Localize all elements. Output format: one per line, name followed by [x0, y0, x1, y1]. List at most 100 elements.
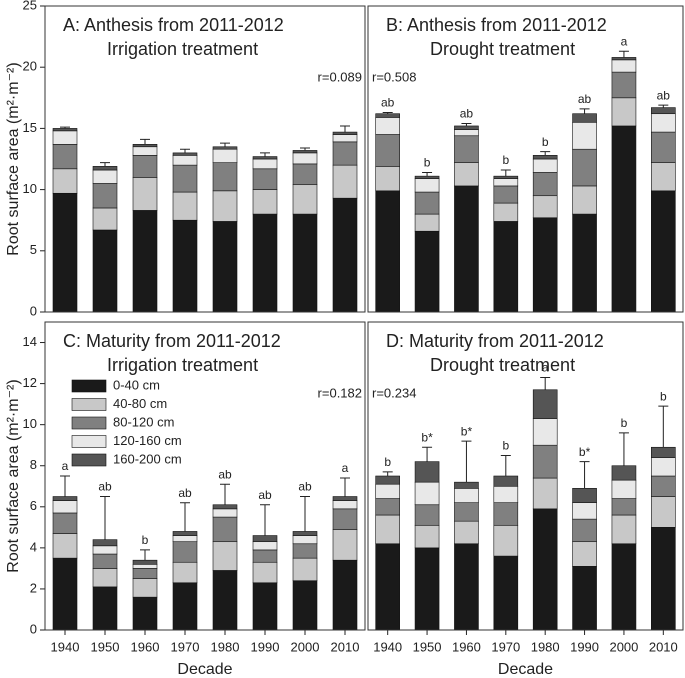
bar-segment	[292, 535, 318, 545]
bar-segment	[454, 502, 479, 522]
bar-segment	[252, 213, 278, 313]
bar-segment	[454, 125, 479, 130]
legend-swatch	[71, 435, 107, 448]
bar-segment	[52, 128, 78, 132]
bar-segment	[212, 570, 238, 631]
panel-title: B: Anthesis from 2011-2012	[386, 15, 607, 35]
bar-segment	[493, 178, 519, 187]
bar-segment	[172, 561, 198, 584]
bar-segment	[292, 557, 318, 582]
bar-segment	[212, 148, 238, 163]
bar-segment	[132, 144, 158, 148]
significance-letter: b	[621, 416, 628, 430]
panel-subtitle: Irrigation treatment	[107, 355, 258, 375]
bar-segment	[92, 169, 118, 184]
error-bar	[220, 142, 230, 147]
bar-segment	[212, 504, 238, 510]
error-bar	[382, 111, 393, 114]
bar-segment	[454, 520, 479, 545]
error-bar	[100, 162, 110, 167]
significance-letter: a	[621, 34, 628, 48]
significance-letter: b	[542, 135, 549, 149]
error-bar	[300, 147, 310, 151]
bar-segment	[252, 541, 278, 551]
bar-segment	[375, 483, 400, 499]
y-tick-label: 0	[30, 303, 37, 318]
y-tick-label: 8	[30, 457, 37, 472]
bar-segment	[172, 535, 198, 543]
significance-letter: ab	[258, 488, 272, 502]
y-tick-label: 10	[23, 181, 37, 196]
y-tick-label: 10	[23, 416, 37, 431]
significance-letter: ab	[298, 480, 312, 494]
bar-segment	[132, 596, 158, 631]
x-tick-label: 1970	[171, 639, 200, 654]
error-bar	[500, 169, 511, 177]
bar-segment	[611, 465, 637, 481]
significance-letter: ab	[460, 107, 474, 121]
bar-segment	[375, 113, 400, 118]
bar-segment	[375, 117, 400, 135]
legend-swatch	[71, 453, 107, 467]
error-bar	[60, 126, 70, 129]
significance-letter: a	[342, 461, 349, 475]
x-tick-label: 1960	[131, 639, 160, 654]
bar-segment	[493, 185, 519, 204]
bar-segment	[92, 183, 118, 209]
x-axis-label: Decade	[177, 661, 232, 678]
panel-subtitle: Irrigation treatment	[107, 39, 258, 59]
bar-segment	[292, 531, 318, 536]
bar-segment	[132, 155, 158, 178]
bar-segment	[532, 172, 558, 197]
x-axis-label: Decade	[498, 661, 553, 678]
bar-segment	[414, 213, 440, 232]
legend-swatch	[71, 416, 107, 430]
bar-segment	[212, 146, 238, 150]
bar-segment	[252, 535, 278, 543]
bar-segment	[292, 163, 318, 186]
bar-segment	[454, 162, 479, 187]
bar-segment	[493, 202, 519, 222]
bar-segment	[414, 481, 440, 506]
error-bar	[260, 152, 270, 157]
significance-letter: b	[142, 533, 149, 547]
bar-segment	[375, 514, 400, 545]
bar-segment	[92, 207, 118, 231]
bar-segment	[532, 158, 558, 173]
bar-segment	[132, 146, 158, 156]
bar-segment	[252, 561, 278, 584]
significance-letter: ab	[578, 92, 592, 106]
panel-title: C: Maturity from 2011-2012	[63, 331, 281, 351]
bar-segment	[572, 488, 597, 503]
error-bar	[180, 502, 190, 532]
significance-letter: ab	[381, 96, 395, 110]
significance-letter: b	[424, 156, 431, 170]
bar-segment	[611, 97, 637, 127]
bar-segment	[52, 168, 78, 194]
bar-segment	[172, 155, 198, 166]
bar-segment	[611, 125, 637, 313]
bar-segment	[332, 164, 358, 199]
bar-segment	[532, 155, 558, 160]
error-bar	[260, 504, 270, 536]
bar-segment	[132, 559, 158, 565]
legend-label: 120-160 cm	[113, 433, 182, 448]
bar-segment	[252, 549, 278, 563]
x-tick-label: 2000	[291, 639, 320, 654]
bar-segment	[414, 230, 440, 313]
bar-segment	[375, 475, 400, 485]
y-tick-label: 15	[23, 120, 37, 135]
y-tick-label: 14	[23, 334, 37, 349]
bar-segment	[252, 158, 278, 170]
bar-segment	[493, 475, 519, 487]
bar-segment	[132, 210, 158, 313]
bar-segment	[572, 213, 597, 313]
bar-segment	[375, 498, 400, 516]
y-axis-label: Root surface area (m²·m⁻²)	[5, 62, 22, 255]
significance-letter: b*	[421, 430, 433, 444]
bar-segment	[651, 457, 676, 477]
bar-segment	[292, 543, 318, 559]
bar-segment	[414, 524, 440, 549]
bar-segment	[292, 213, 318, 313]
